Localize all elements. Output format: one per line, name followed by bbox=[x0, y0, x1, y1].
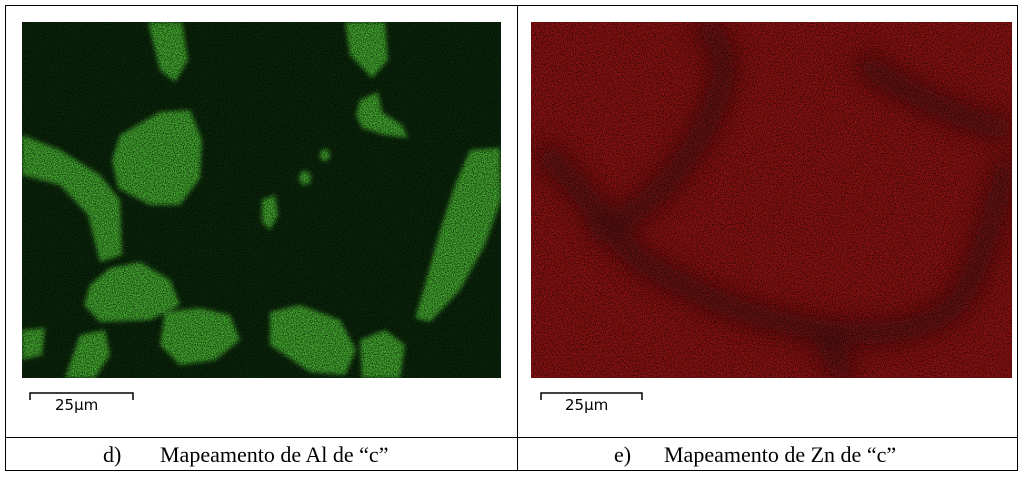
scale-label: 25µm bbox=[55, 396, 98, 414]
caption: Mapeamento de Zn de “c” bbox=[664, 442, 896, 467]
scale-label: 25µm bbox=[565, 396, 608, 414]
zn-map bbox=[531, 22, 1012, 378]
caption-label: e) bbox=[614, 442, 631, 467]
figure: 25µm 25µm d) Mapeamento de Al de “c” e) … bbox=[0, 0, 1024, 472]
al-map bbox=[22, 22, 501, 378]
caption-label: d) bbox=[103, 442, 121, 467]
scale-bar bbox=[30, 393, 642, 400]
caption: Mapeamento de Al de “c” bbox=[160, 442, 388, 467]
